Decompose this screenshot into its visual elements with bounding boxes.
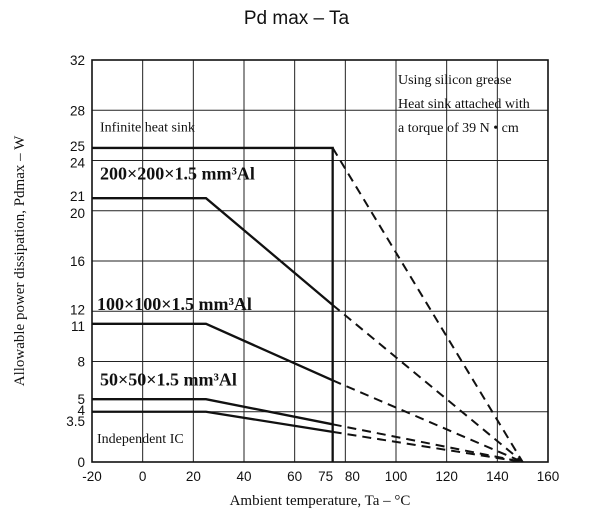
series-line: [92, 322, 334, 382]
x-tick-label: 0: [139, 469, 147, 484]
y-tick-label: 8: [77, 355, 85, 370]
x-tick-label: -20: [82, 469, 102, 484]
x-tick-label: 40: [236, 469, 251, 484]
annotation-line-3: a torque of 39 N • cm: [398, 121, 519, 136]
annotation-line-2: Heat sink attached with: [398, 97, 530, 112]
series-extension-dashed: [332, 304, 524, 463]
y-tick-label: 28: [70, 103, 85, 118]
tick-labels: -20 0 20 40 60 75 80 100 120 140 16003.54581112162…: [66, 53, 559, 484]
y-tick-label: 4: [77, 403, 85, 418]
x-axis-label: Ambient temperature, Ta – °C: [230, 493, 411, 509]
y-tick-label: 16: [70, 254, 85, 269]
annotation-line-1: Using silicon grease: [398, 73, 512, 88]
gridlines: [92, 60, 548, 462]
y-tick-label: 0: [77, 455, 85, 470]
y-tick-label: 12: [70, 302, 85, 317]
y-tick-label: 32: [70, 53, 85, 68]
series-extension-dashed: [332, 430, 523, 463]
x-tick-label: 160: [537, 469, 560, 484]
x-tick-label: 60: [287, 469, 302, 484]
x-tick-label: 80: [345, 469, 360, 484]
series-extension-dashed: [332, 379, 524, 463]
x-tick-label: 120: [435, 469, 458, 484]
series-line: [92, 398, 333, 426]
y-axis-label: Allowable power dissipation, Pdmax – W: [12, 135, 28, 386]
series-label: Infinite heat sink: [100, 121, 195, 136]
y-tick-label: 5: [77, 392, 85, 407]
series-label: 50×50×1.5 mm³Al: [100, 369, 237, 389]
y-tick-label: 25: [70, 139, 85, 154]
x-tick-label: 140: [486, 469, 509, 484]
y-tick-label: 11: [71, 319, 85, 334]
plot-frame: [91, 59, 549, 463]
y-tick-label: 24: [70, 156, 86, 171]
x-tick-label: 75: [318, 469, 333, 484]
series-extension-dashed: [331, 147, 524, 463]
derating-curves: [92, 146, 524, 463]
series-label: 200×200×1.5 mm³Al: [100, 163, 255, 183]
y-tick-label: 3.5: [66, 414, 85, 429]
series-labels: Infinite heat sink 200×200×1.5 mm³Al 100×1…: [97, 121, 255, 448]
series-extension-dashed: [332, 423, 523, 463]
x-tick-label: 20: [186, 469, 201, 484]
series-label: Independent IC: [97, 432, 184, 447]
series-line: [92, 410, 333, 433]
chart-title: Pd max – Ta: [243, 8, 350, 29]
y-tick-label: 20: [70, 206, 85, 221]
series-label: 100×100×1.5 mm³Al: [97, 294, 252, 314]
series-line: [92, 197, 334, 306]
x-tick-label: 100: [385, 469, 408, 484]
y-tick-label: 21: [70, 189, 85, 204]
